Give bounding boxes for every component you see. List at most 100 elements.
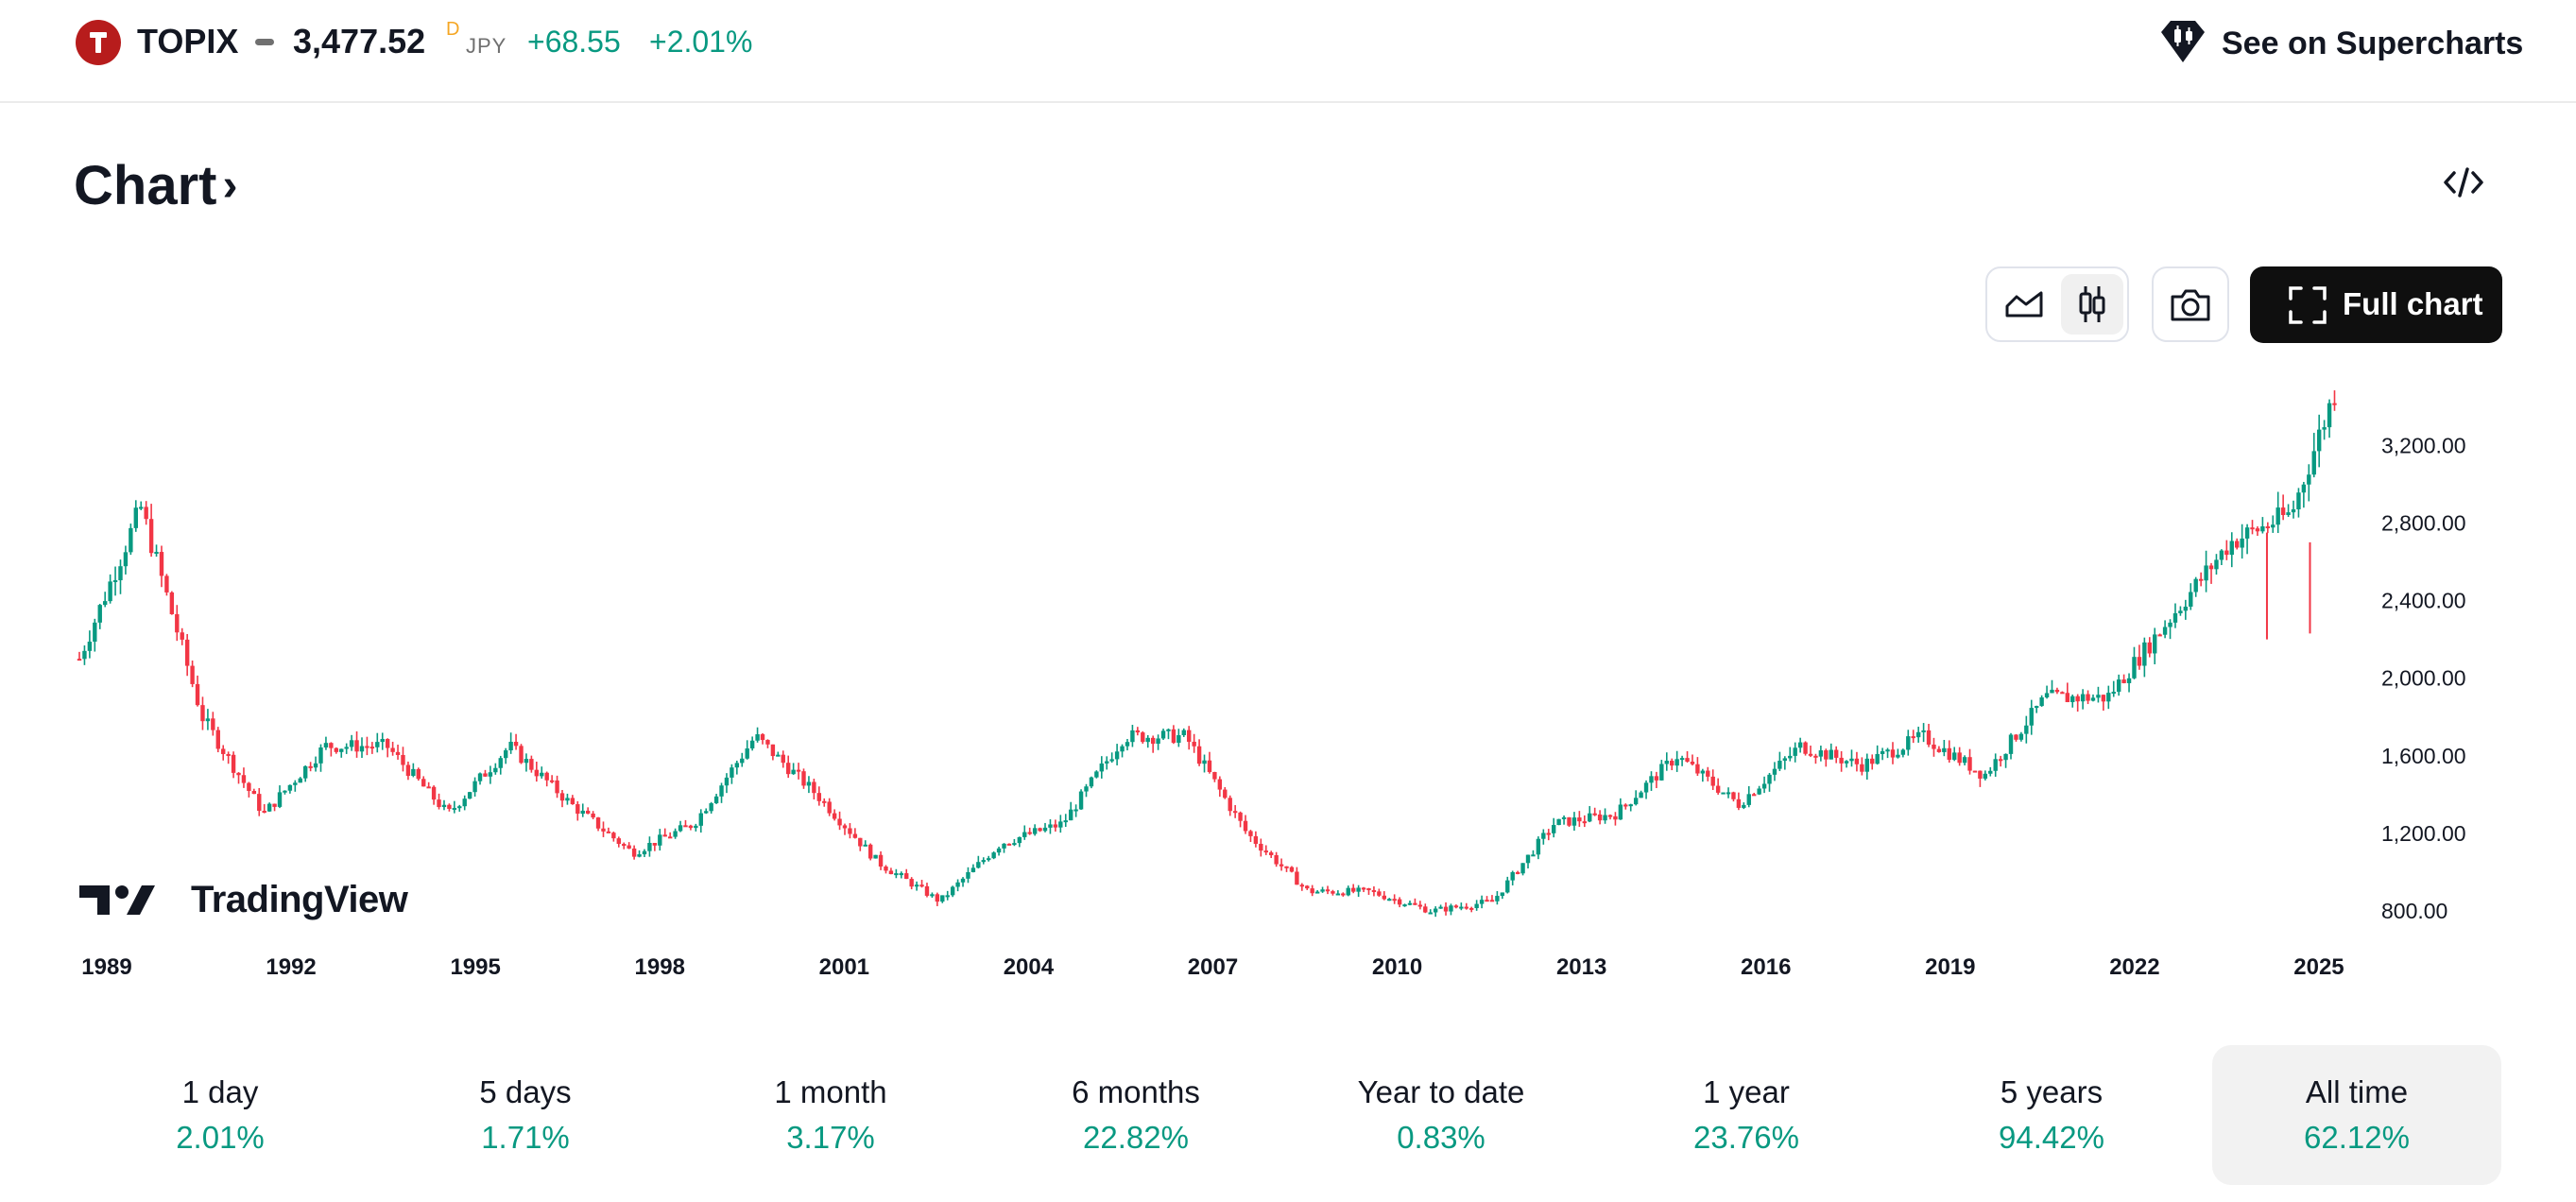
period-1-year[interactable]: 1 year 23.76% bbox=[1602, 1045, 1891, 1185]
candle-body bbox=[359, 746, 365, 752]
candle-body bbox=[2080, 694, 2086, 702]
candle-body bbox=[1505, 880, 1510, 893]
candle-body bbox=[1947, 747, 1951, 760]
candle-body bbox=[970, 867, 976, 872]
price-chart[interactable]: 800.00 1,200.00 1,600.00 2,000.00 2,400.00 2,… bbox=[0, 378, 2576, 1002]
candle-body bbox=[1567, 816, 1571, 826]
candle-body bbox=[822, 800, 827, 803]
candle-body bbox=[1936, 748, 1942, 752]
see-on-supercharts-link[interactable]: See on Supercharts bbox=[2222, 26, 2524, 61]
full-chart-button[interactable]: Full chart bbox=[2250, 266, 2502, 343]
period-label: Year to date bbox=[1357, 1074, 1525, 1109]
candle-body bbox=[2157, 634, 2162, 637]
candle-body bbox=[1921, 730, 1926, 732]
candle-body bbox=[77, 659, 82, 661]
candle-body bbox=[806, 781, 812, 786]
period-1-day[interactable]: 1 day 2.01% bbox=[76, 1045, 365, 1185]
symbol-logo[interactable] bbox=[76, 20, 121, 65]
embed-code-icon[interactable] bbox=[2440, 159, 2487, 206]
candle-body bbox=[1752, 794, 1757, 797]
candle-body bbox=[1772, 768, 1777, 775]
candle-body bbox=[1135, 730, 1141, 733]
candle-body bbox=[1551, 825, 1556, 833]
candle-body bbox=[1962, 757, 1967, 764]
x-axis-tick: 2025 bbox=[2293, 954, 2344, 980]
candle-body bbox=[2214, 559, 2219, 570]
period-5-years[interactable]: 5 years 94.42% bbox=[1907, 1045, 2196, 1185]
candle-body bbox=[816, 793, 822, 801]
candle-body bbox=[272, 803, 277, 807]
candle-body bbox=[1017, 836, 1022, 844]
symbol-name[interactable]: TOPIX bbox=[137, 22, 239, 60]
candle-body bbox=[277, 792, 283, 807]
candle-body bbox=[1176, 734, 1181, 744]
period-all-time[interactable]: All time 62.12% bbox=[2212, 1045, 2501, 1185]
x-axis-tick: 1995 bbox=[450, 954, 500, 980]
candle-body bbox=[1854, 758, 1860, 764]
candle-body bbox=[2301, 484, 2307, 493]
candle-chart-button[interactable] bbox=[2061, 274, 2123, 335]
candle-body bbox=[1515, 871, 1520, 874]
candle-body bbox=[1577, 817, 1582, 822]
period-year-to-date[interactable]: Year to date 0.83% bbox=[1297, 1045, 1586, 1185]
supercharts-icon[interactable] bbox=[2157, 17, 2208, 68]
candle-body bbox=[595, 817, 601, 829]
candle-body bbox=[1274, 854, 1279, 865]
period-value: 0.83% bbox=[1397, 1120, 1485, 1155]
candle-body bbox=[935, 894, 940, 902]
candle-body bbox=[2162, 627, 2168, 635]
x-axis-tick: 1998 bbox=[635, 954, 685, 980]
candle-body bbox=[401, 754, 405, 765]
period-value: 94.42% bbox=[1999, 1120, 2104, 1155]
candle-body bbox=[1469, 907, 1474, 910]
candle-body bbox=[1911, 736, 1915, 739]
y-axis-tick: 2,800.00 bbox=[2381, 510, 2466, 535]
candle-body bbox=[1464, 906, 1468, 909]
candle-body bbox=[344, 747, 349, 749]
chart-style-toggle bbox=[1985, 266, 2129, 342]
candle-body bbox=[1495, 896, 1500, 902]
candle-body bbox=[2322, 427, 2327, 430]
candle-body bbox=[1500, 892, 1505, 897]
candle-body bbox=[1613, 816, 1618, 820]
candle-body bbox=[447, 804, 452, 809]
candle-body bbox=[2327, 403, 2332, 428]
candle-body bbox=[308, 765, 313, 768]
candle-body bbox=[1238, 812, 1243, 821]
candle-body bbox=[1896, 754, 1900, 758]
candle-body bbox=[93, 622, 97, 643]
candle-body bbox=[266, 803, 272, 812]
candle-body bbox=[2275, 507, 2280, 525]
chevron-right-icon: › bbox=[222, 161, 238, 211]
line-chart-button[interactable] bbox=[1993, 274, 2055, 335]
candle-body bbox=[1957, 752, 1962, 764]
chart-section-title[interactable]: Chart › bbox=[74, 153, 237, 219]
candle-body bbox=[1942, 747, 1947, 752]
candle-body bbox=[1761, 783, 1767, 789]
period-5-days[interactable]: 5 days 1.71% bbox=[381, 1045, 670, 1185]
candle-body bbox=[1706, 770, 1710, 777]
candle-body bbox=[1366, 888, 1371, 891]
candle-body bbox=[1356, 887, 1361, 892]
period-6-months[interactable]: 6 months 22.82% bbox=[991, 1045, 1280, 1185]
candle-body bbox=[1736, 798, 1742, 808]
candle-body bbox=[734, 763, 740, 768]
candle-body bbox=[1900, 749, 1906, 755]
snapshot-button[interactable] bbox=[2152, 266, 2229, 342]
candle-body bbox=[1546, 833, 1551, 835]
candle-body bbox=[955, 882, 960, 887]
candle-body bbox=[334, 747, 339, 752]
candle-body bbox=[765, 740, 770, 745]
performance-periods: 1 day 2.01% 5 days 1.71% 1 month 3.17% 6… bbox=[76, 1045, 2502, 1185]
period-1-month[interactable]: 1 month 3.17% bbox=[686, 1045, 975, 1185]
x-axis-tick: 2016 bbox=[1741, 954, 1791, 980]
candle-body bbox=[2003, 753, 2008, 761]
candle-body bbox=[1243, 820, 1248, 832]
candle-body bbox=[2286, 512, 2291, 516]
candle-body bbox=[1268, 852, 1274, 855]
candle-body bbox=[1228, 798, 1232, 812]
x-axis-tick: 2022 bbox=[2109, 954, 2159, 980]
candle-body bbox=[2250, 527, 2255, 530]
candle-body bbox=[1078, 791, 1084, 810]
price-change-percent: +2.01% bbox=[649, 25, 753, 59]
